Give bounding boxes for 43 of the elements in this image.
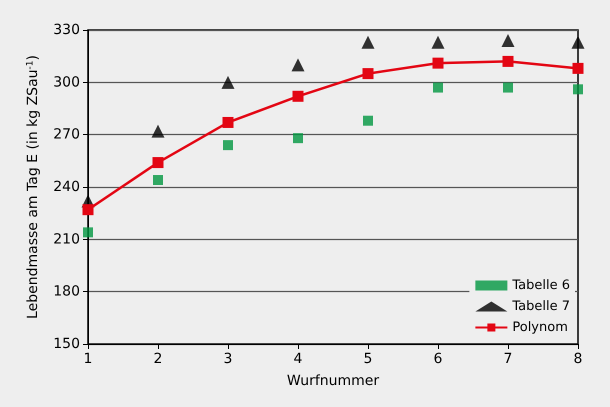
x-axis-title: Wurfnummer [286,373,380,389]
point [293,133,303,144]
point [363,116,373,126]
point [292,90,304,102]
point [82,204,94,216]
point [292,58,304,72]
point [502,56,514,67]
point [502,34,514,47]
y-tick-label: 150 [53,336,80,352]
legend-label: Tabelle 6 [511,278,570,293]
legend-label: Polynom [512,320,568,335]
point [572,62,584,74]
point [222,76,234,89]
legend-label: Tabelle 7 [511,299,570,314]
point [83,227,93,238]
point [222,116,234,128]
point [503,82,513,93]
x-tick-label: 7 [504,351,512,367]
point [152,124,164,138]
y-tick-label: 330 [53,22,80,38]
point [572,36,584,49]
y-tick-label: 240 [53,179,80,195]
x-tick-label: 1 [84,351,92,367]
y-tick-label: 300 [53,74,80,90]
point [432,36,444,49]
point [223,140,233,150]
point [153,175,163,186]
y-tick-label: 270 [53,126,80,143]
point [362,36,374,49]
point [362,68,374,80]
x-tick-label: 3 [224,351,232,367]
x-tick-label: 4 [294,351,303,367]
x-tick-label: 5 [364,351,372,367]
point [573,84,583,94]
point [432,58,444,69]
x-tick-label: 6 [434,351,443,367]
x-tick-label: 2 [154,351,162,367]
y-axis-title: Lebendmasse am Tag E (in kg ZSau-1) [25,55,41,319]
point [152,157,164,168]
y-tick-label: 210 [53,231,80,248]
x-tick-label: 8 [574,351,582,367]
y-tick-label: 180 [53,284,80,300]
point [433,82,443,93]
